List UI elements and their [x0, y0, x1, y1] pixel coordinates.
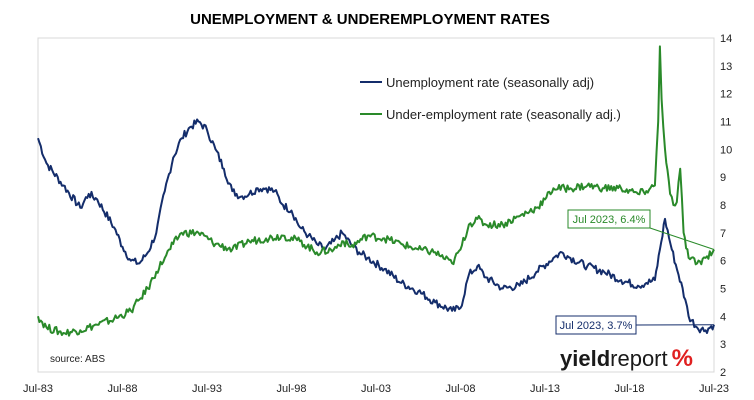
legend-label-unemployment: Unemployment rate (seasonally adj): [386, 75, 594, 90]
source-note: source: ABS: [50, 354, 105, 365]
callout-leader-underemployment: [649, 227, 715, 250]
y-tick-label: 13: [720, 61, 732, 73]
callout-box-underemployment: [567, 209, 651, 229]
x-tick-label: Jul-03: [361, 383, 391, 395]
callout-label-underemployment: Jul 2023, 6.4%: [573, 214, 646, 226]
y-tick-label: 4: [720, 311, 726, 323]
x-tick-label: Jul-13: [530, 383, 560, 395]
callout-box-unemployment: [555, 315, 637, 335]
x-tick-label: Jul-88: [108, 383, 138, 395]
y-tick-label: 12: [720, 89, 732, 101]
y-tick-label: 2: [720, 367, 726, 379]
y-tick-label: 11: [720, 117, 731, 129]
x-tick-label: Jul-08: [446, 383, 476, 395]
x-tick-label: Jul-18: [615, 383, 645, 395]
y-tick-label: 9: [720, 172, 726, 184]
x-tick-label: Jul-83: [23, 383, 53, 395]
y-tick-label: 6: [720, 256, 726, 268]
y-axis: 2 3 4 5 6 7 8 9 10 11 12 13 14: [720, 33, 732, 379]
series-line-unemployment: [37, 118, 715, 334]
y-tick-label: 3: [720, 339, 726, 351]
x-tick-label: Jul-93: [192, 383, 222, 395]
callouts: Jul 2023, 6.4% Jul 2023, 3.7%: [555, 209, 715, 335]
y-tick-label: 8: [720, 200, 726, 212]
chart-title: UNEMPLOYMENT & UNDEREMPLOYMENT RATES: [190, 11, 550, 28]
y-tick-label: 14: [720, 33, 732, 45]
x-axis: Jul-83 Jul-88 Jul-93 Jul-98 Jul-03 Jul-08 Jul-…: [23, 383, 729, 395]
y-tick-label: 5: [720, 284, 726, 296]
y-tick-label: 7: [720, 228, 726, 240]
series-line-underemployment: [37, 45, 715, 337]
x-tick-label: Jul-23: [699, 383, 729, 395]
y-tick-label: 10: [720, 144, 732, 156]
legend-label-underemployment: Under-employment rate (seasonally adj.): [386, 107, 621, 122]
x-tick-label: Jul-98: [277, 383, 307, 395]
yieldreport-logo: yieldreport%: [560, 345, 693, 372]
series-layer: [37, 45, 715, 337]
svg-text:yieldreport%: yieldreport%: [560, 345, 693, 372]
callout-label-unemployment: Jul 2023, 3.7%: [560, 320, 633, 332]
legend: Unemployment rate (seasonally adj) Under…: [360, 75, 621, 122]
